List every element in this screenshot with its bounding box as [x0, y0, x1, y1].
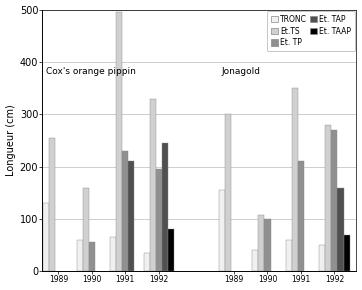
Bar: [77, 240, 83, 271]
Bar: [337, 188, 344, 271]
Bar: [331, 130, 337, 271]
Bar: [286, 240, 292, 271]
Bar: [225, 114, 231, 271]
Bar: [83, 188, 89, 271]
Bar: [116, 12, 122, 271]
Bar: [128, 161, 134, 271]
Bar: [325, 125, 331, 271]
Bar: [156, 169, 162, 271]
Legend: TRONC, Et.TS, Et. TP, Et. TAP, Et. TAAP: TRONC, Et.TS, Et. TP, Et. TAP, Et. TAAP: [267, 11, 355, 51]
Bar: [150, 99, 156, 271]
Bar: [122, 151, 128, 271]
Text: Jonagold: Jonagold: [222, 67, 261, 76]
Bar: [43, 203, 49, 271]
Bar: [89, 242, 95, 271]
Bar: [258, 215, 264, 271]
Bar: [252, 250, 258, 271]
Bar: [292, 88, 298, 271]
Bar: [219, 190, 225, 271]
Bar: [143, 253, 150, 271]
Bar: [298, 161, 304, 271]
Bar: [264, 219, 270, 271]
Bar: [168, 229, 174, 271]
Y-axis label: Longueur (cm): Longueur (cm): [5, 104, 16, 176]
Text: Cox's orange pippin: Cox's orange pippin: [46, 67, 136, 76]
Bar: [162, 143, 168, 271]
Bar: [110, 237, 116, 271]
Bar: [49, 138, 55, 271]
Bar: [319, 245, 325, 271]
Bar: [344, 235, 350, 271]
